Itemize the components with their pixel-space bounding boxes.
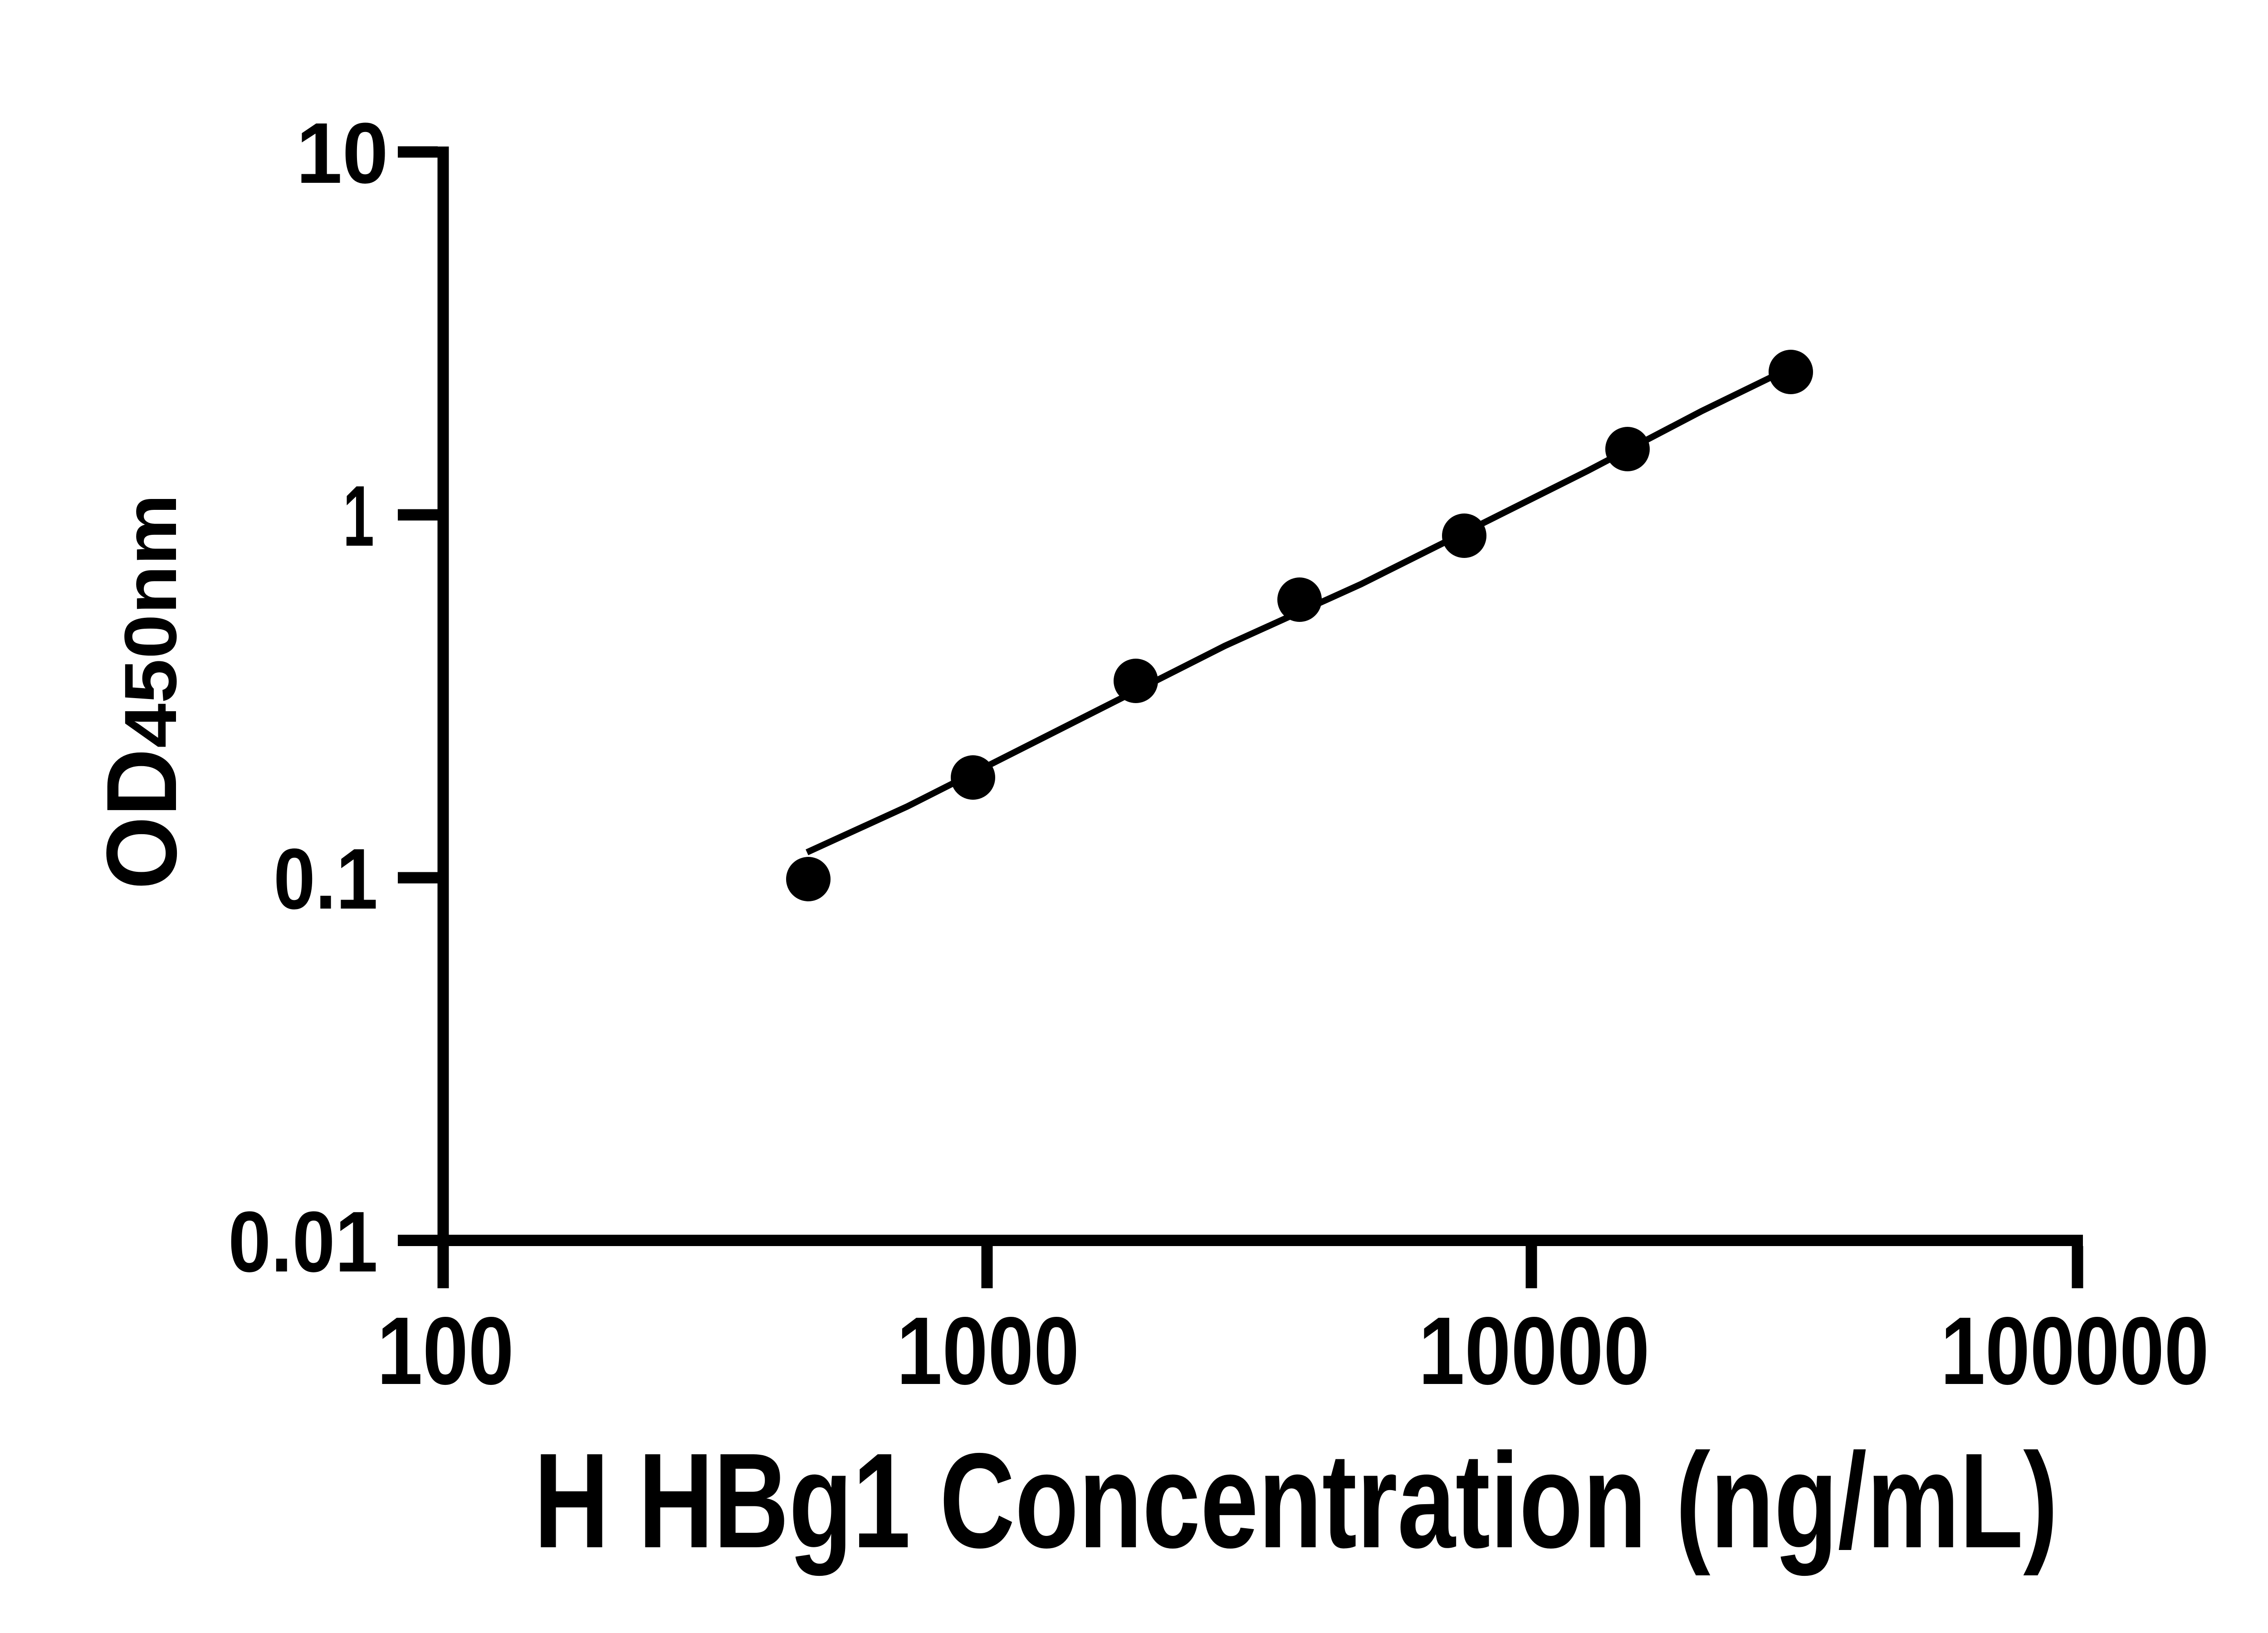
svg-text:10000: 10000: [1418, 1297, 1650, 1404]
svg-text:1: 1: [343, 468, 374, 564]
svg-text:450nm: 450nm: [109, 494, 192, 748]
svg-text:10: 10: [296, 105, 388, 201]
svg-text:OD: OD: [86, 748, 197, 890]
svg-text:0.01: 0.01: [228, 1194, 378, 1290]
svg-text:1000: 1000: [897, 1297, 1080, 1404]
svg-text:0.1: 0.1: [274, 831, 378, 927]
svg-text:100: 100: [377, 1297, 514, 1404]
svg-text:H HBg1 Concentration (ng/mL): H HBg1 Concentration (ng/mL): [534, 1425, 2058, 1577]
svg-text:100000: 100000: [1941, 1297, 2209, 1404]
